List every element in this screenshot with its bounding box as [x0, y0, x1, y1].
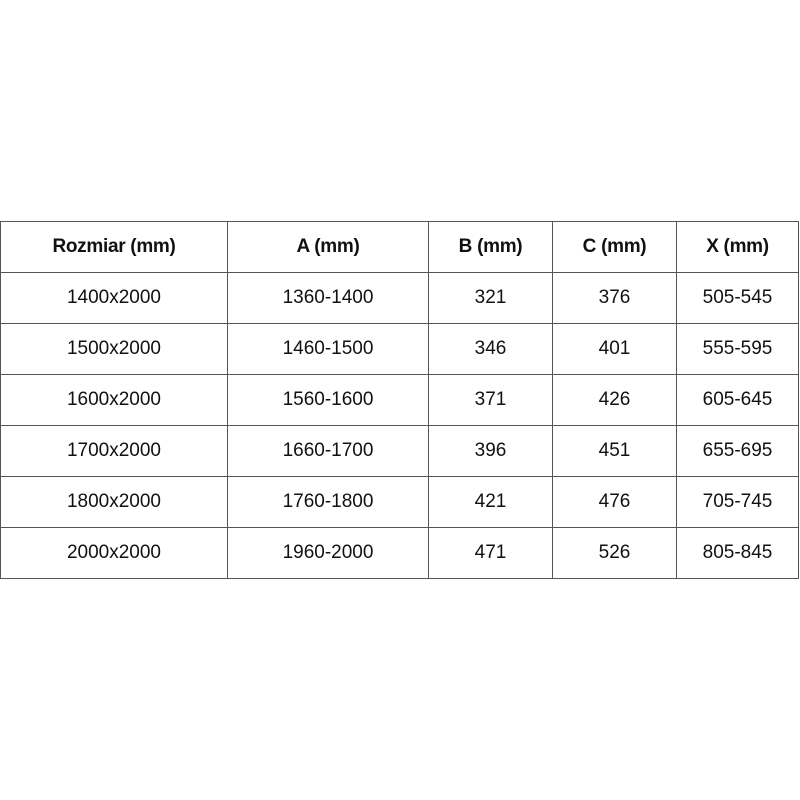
table-cell: 605-645	[676, 374, 799, 426]
header-row: Rozmiar (mm) A (mm) B (mm) C (mm) X (mm)	[0, 221, 799, 273]
table-cell: 526	[552, 527, 677, 579]
table-cell: 451	[552, 425, 677, 477]
table-cell: 1560-1600	[227, 374, 429, 426]
table-cell: 476	[552, 476, 677, 528]
table-cell: 346	[428, 323, 553, 375]
header-cell: A (mm)	[227, 221, 429, 273]
table-cell: 2000x2000	[0, 527, 228, 579]
table-cell: 1800x2000	[0, 476, 228, 528]
table-cell: 471	[428, 527, 553, 579]
header-cell: B (mm)	[428, 221, 553, 273]
table-cell: 555-595	[676, 323, 799, 375]
table-cell: 805-845	[676, 527, 799, 579]
header-cell: C (mm)	[552, 221, 677, 273]
table-cell: 1360-1400	[227, 272, 429, 324]
table-cell: 426	[552, 374, 677, 426]
table-row: 1500x2000 1460-1500 346 401 555-595	[0, 323, 799, 375]
dimensions-table: Rozmiar (mm) A (mm) B (mm) C (mm) X (mm)…	[0, 221, 799, 579]
header-cell: X (mm)	[676, 221, 799, 273]
table-cell: 421	[428, 476, 553, 528]
table-cell: 1700x2000	[0, 425, 228, 477]
table-cell: 705-745	[676, 476, 799, 528]
table-row: 1700x2000 1660-1700 396 451 655-695	[0, 425, 799, 477]
table-row: 1400x2000 1360-1400 321 376 505-545	[0, 272, 799, 324]
table-row: 1600x2000 1560-1600 371 426 605-645	[0, 374, 799, 426]
table-cell: 1960-2000	[227, 527, 429, 579]
table-cell: 1400x2000	[0, 272, 228, 324]
table-cell: 396	[428, 425, 553, 477]
table-cell: 1660-1700	[227, 425, 429, 477]
table-cell: 505-545	[676, 272, 799, 324]
table-cell: 401	[552, 323, 677, 375]
table-cell: 1600x2000	[0, 374, 228, 426]
table-cell: 655-695	[676, 425, 799, 477]
table-cell: 1460-1500	[227, 323, 429, 375]
header-cell: Rozmiar (mm)	[0, 221, 228, 273]
table-cell: 1760-1800	[227, 476, 429, 528]
table-row: 2000x2000 1960-2000 471 526 805-845	[0, 527, 799, 579]
table-cell: 371	[428, 374, 553, 426]
table-cell: 321	[428, 272, 553, 324]
table-cell: 376	[552, 272, 677, 324]
table-row: 1800x2000 1760-1800 421 476 705-745	[0, 476, 799, 528]
table-cell: 1500x2000	[0, 323, 228, 375]
